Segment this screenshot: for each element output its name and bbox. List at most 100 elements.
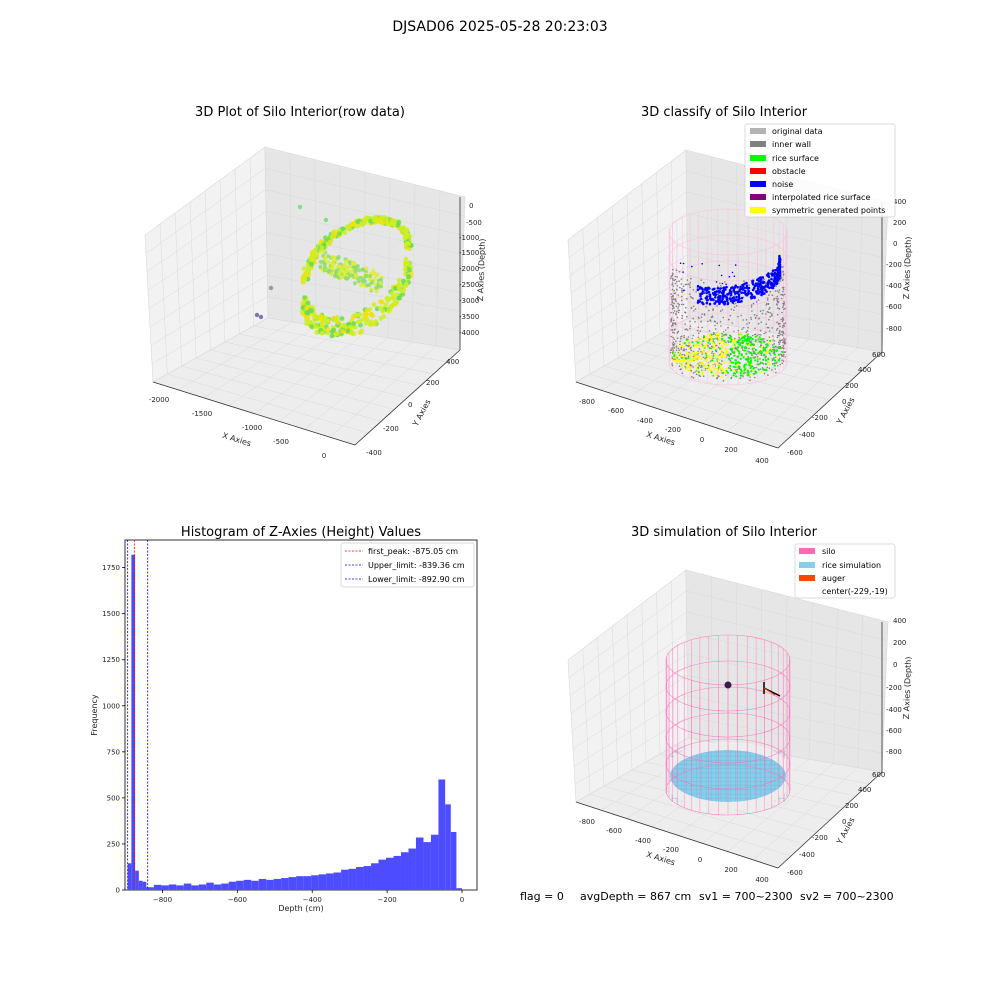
histogram-bar (236, 880, 244, 890)
status-sv2: sv2 = 700~2300 (800, 890, 894, 903)
original-point (778, 347, 780, 349)
raw-point (305, 315, 311, 321)
p1-ytick-4: 400 (446, 358, 459, 366)
rice-surface-point (693, 357, 697, 361)
noise-point (707, 290, 711, 294)
original-point (756, 335, 758, 337)
inner-wall-point (679, 340, 681, 343)
grid-line (253, 325, 447, 363)
rice-surface-point (687, 369, 690, 372)
raw-point (330, 261, 335, 266)
original-point (777, 365, 779, 367)
noise-point (725, 283, 727, 286)
rice-surface-point (734, 366, 737, 369)
inner-wall-point (776, 334, 779, 337)
inner-wall-point (729, 359, 732, 362)
inner-wall-point (678, 280, 680, 282)
inner-wall-point (729, 314, 732, 317)
inner-wall-point (675, 310, 678, 313)
p1-ztick-0: -4000 (459, 329, 479, 337)
inner-wall-point (765, 331, 767, 334)
inner-wall-point (768, 318, 770, 321)
p1-xtick-3: -500 (273, 438, 289, 446)
inner-wall-point (675, 345, 678, 348)
inner-wall-point (766, 326, 769, 329)
raw-point (318, 264, 323, 269)
rice-surface-point (731, 361, 735, 364)
rice-surface-point (695, 364, 698, 367)
noise-point (708, 295, 712, 298)
raw-point (331, 315, 337, 321)
noise-point (739, 285, 742, 289)
inner-wall-point (717, 285, 719, 288)
inner-wall-point (714, 328, 717, 330)
inner-wall-point (720, 369, 723, 372)
inner-wall-point (782, 345, 785, 347)
rice-surface-point (701, 371, 705, 374)
inner-wall-point (756, 314, 758, 317)
inner-wall-point (678, 303, 681, 306)
grid-line (249, 157, 254, 327)
inner-wall-point (754, 317, 757, 320)
histogram-bar (198, 884, 207, 890)
original-point (685, 344, 687, 346)
rice-surface-point (726, 343, 729, 346)
original-point (718, 366, 720, 369)
noise-point (761, 276, 765, 279)
grid-line (150, 274, 462, 346)
noise-point (715, 300, 717, 302)
noise-point (743, 286, 746, 290)
inner-wall-point (703, 281, 705, 284)
raw-point (336, 274, 341, 279)
rice-surface-point (694, 339, 697, 342)
raw-point (355, 219, 361, 225)
rice-surface-point (760, 370, 763, 374)
noise-point (756, 283, 759, 287)
rice-surface-point (723, 339, 726, 342)
inner-wall-point (670, 329, 673, 331)
p4-ytick-1: -400 (799, 851, 815, 859)
noise-point (711, 288, 715, 291)
noise-point (755, 290, 759, 293)
original-point (728, 355, 730, 358)
p4-ztick-5: 200 (893, 639, 906, 647)
p3-legend-label-1: Upper_limit: -839.36 cm (368, 561, 465, 570)
rice-surface-point (693, 345, 696, 348)
inner-wall-point (762, 346, 765, 349)
rice-surface-point (752, 372, 755, 375)
p2-legend-label-4: noise (772, 180, 793, 189)
inner-wall-point (672, 268, 674, 271)
rice-surface-point (744, 334, 747, 337)
original-point (755, 349, 757, 351)
inner-wall-point (725, 341, 727, 344)
rice-surface-point (701, 350, 704, 353)
rice-surface-point (745, 352, 748, 355)
raw-point (309, 261, 314, 267)
grid-line (727, 343, 834, 432)
rice-surface-point (732, 365, 735, 368)
rice-surface-point (686, 351, 689, 354)
original-point (721, 360, 723, 362)
inner-wall-point (672, 305, 674, 308)
inner-wall-point (690, 364, 693, 367)
p2-legend-label-0: original data (772, 127, 823, 136)
rice-surface-point (744, 339, 748, 342)
inner-wall-point (685, 328, 688, 330)
rice-surface-point (773, 364, 776, 367)
p4-ztick-6: 400 (893, 617, 906, 625)
inner-wall-point (735, 304, 738, 307)
rice-surface-point (737, 361, 740, 364)
inner-wall-point (777, 307, 780, 310)
histogram-bar (176, 885, 184, 890)
original-point (707, 346, 709, 348)
noise-point (708, 287, 711, 290)
inner-wall-point (781, 320, 784, 323)
rice-surface-point (681, 342, 685, 345)
inner-wall-point (767, 302, 770, 305)
grid-line (279, 337, 389, 422)
p1-ytick-1: -200 (383, 425, 399, 433)
inner-wall-point (670, 325, 673, 327)
noise-point (724, 288, 727, 291)
histogram-bar (135, 870, 139, 890)
inner-wall-point (692, 289, 695, 291)
